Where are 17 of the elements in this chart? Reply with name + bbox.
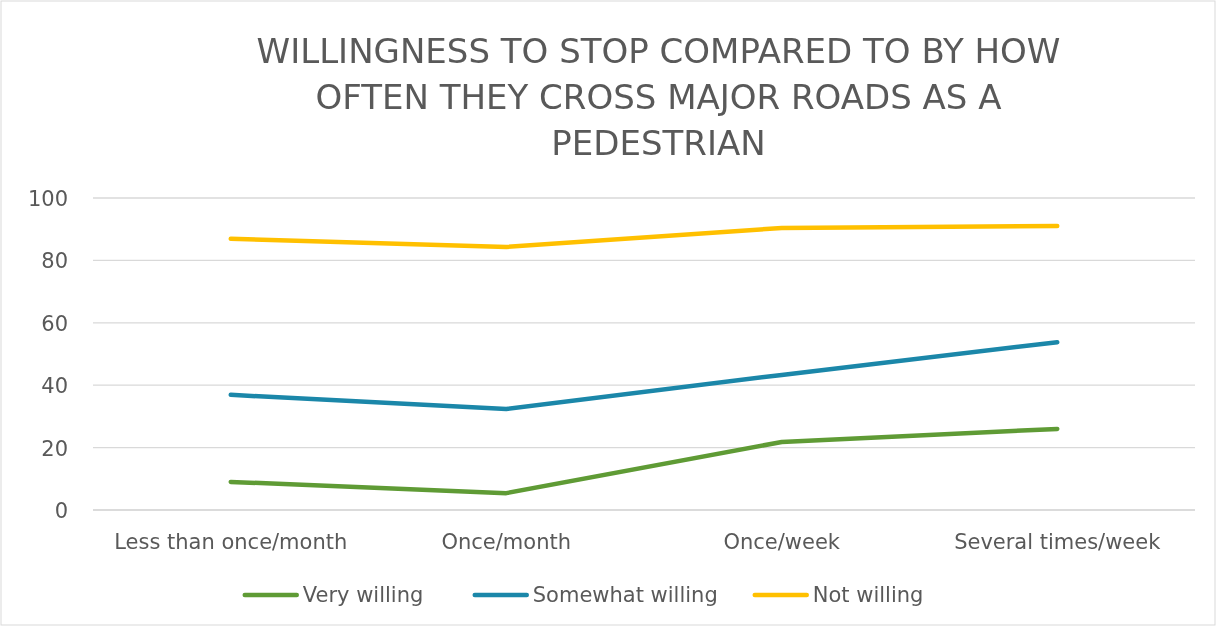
line-series — [228, 223, 1060, 250]
y-tick-label: 60 — [41, 311, 68, 336]
line-series — [228, 426, 1060, 496]
x-tick-label: Once/week — [723, 530, 841, 554]
y-tick-label: 0 — [54, 499, 68, 523]
line-series — [228, 339, 1060, 412]
chart-title: WILLINGNESS TO STOP COMPARED TO BY HOW OFTEN THEY CROSS MAJOR ROADS AS A PEDESTRIAN — [256, 31, 1061, 163]
y-tick-label: 40 — [41, 374, 68, 399]
legend-label: Somewhat willing — [532, 583, 718, 607]
x-tick-label: Less than once/month — [114, 530, 348, 554]
legend-label: Very willing — [302, 583, 424, 607]
y-tick-label: 20 — [41, 436, 68, 461]
x-tick-label: Several times/week — [954, 530, 1162, 554]
y-tick-label: 80 — [41, 249, 68, 274]
x-tick-label: Once/month — [441, 530, 572, 554]
y-tick-label: 100 — [27, 187, 68, 211]
legend-label: Not willing — [812, 583, 924, 607]
